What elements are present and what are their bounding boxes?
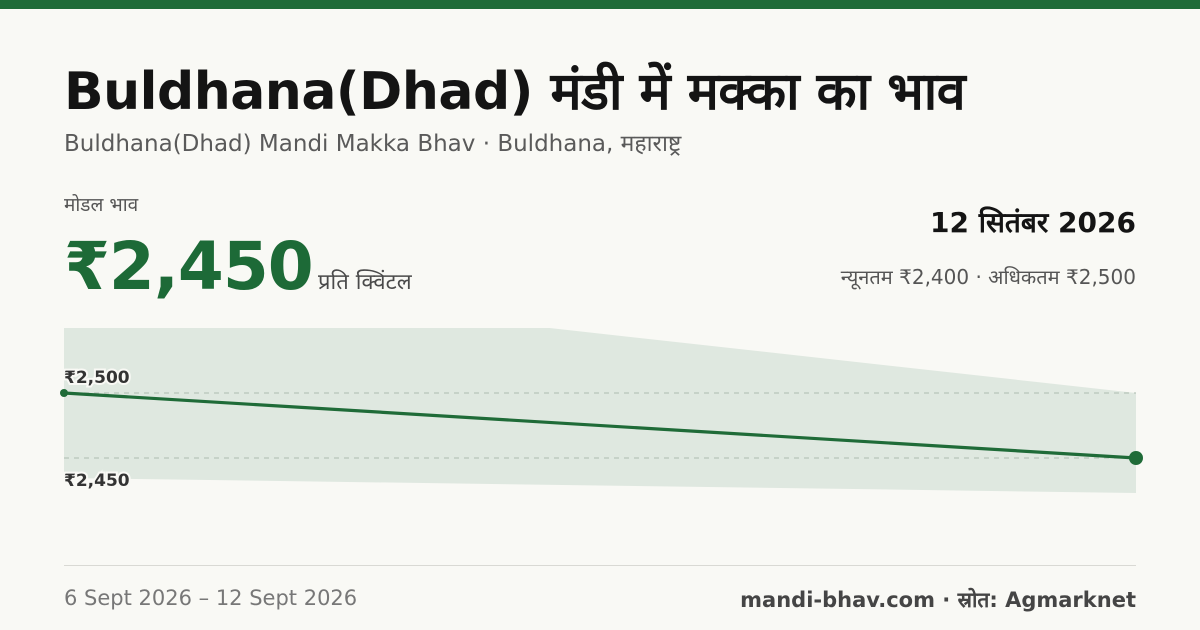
top-accent-bar bbox=[0, 0, 1200, 9]
modal-price-value: ₹2,450 bbox=[64, 228, 314, 305]
report-date: 12 सितंबर 2026 bbox=[930, 206, 1136, 239]
footer-date-range: 6 Sept 2026 – 12 Sept 2026 bbox=[64, 586, 358, 610]
start-point bbox=[60, 389, 68, 397]
footer-divider bbox=[64, 565, 1136, 566]
price-line bbox=[62, 391, 1138, 460]
y-tick-label: ₹2,500 bbox=[64, 368, 130, 388]
min-max-band bbox=[64, 328, 1136, 493]
min-max-range: न्यूनतम ₹2,400 · अधिकतम ₹2,500 bbox=[840, 265, 1136, 289]
modal-price-label: मोडल भाव bbox=[64, 194, 139, 216]
page-subtitle: Buldhana(Dhad) Mandi Makka Bhav · Buldha… bbox=[64, 131, 682, 157]
y-tick-label: ₹2,450 bbox=[64, 471, 130, 491]
footer-source: mandi-bhav.com · स्रोत: Agmarknet bbox=[740, 588, 1136, 612]
end-point bbox=[1129, 451, 1143, 465]
page-title: Buldhana(Dhad) मंडी में मक्का का भाव bbox=[64, 62, 966, 122]
price-unit: प्रति क्विंटल bbox=[318, 270, 412, 295]
